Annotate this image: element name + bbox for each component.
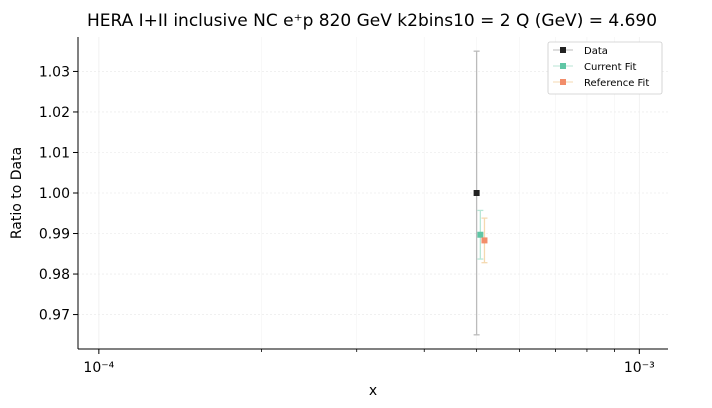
x-tick-label: 10⁻³ <box>624 360 655 376</box>
y-tick-label: 1.01 <box>39 145 70 161</box>
y-tick-label: 0.99 <box>39 227 70 243</box>
legend-marker <box>560 47 566 53</box>
legend-marker <box>560 79 566 85</box>
legend-marker <box>560 63 566 69</box>
legend-box <box>547 41 663 95</box>
x-tick-label: 10⁻⁴ <box>83 360 114 376</box>
x-axis-label: x <box>369 383 377 399</box>
chart-title: HERA I+II inclusive NC e⁺p 820 GeV k2bin… <box>87 11 657 31</box>
data-point <box>481 237 488 244</box>
legend-label: Data <box>584 46 608 57</box>
y-axis-label: Ratio to Data <box>9 147 25 239</box>
legend-label: Reference Fit <box>584 78 649 89</box>
plot-area <box>473 50 488 336</box>
y-tick-label: 1.02 <box>39 105 70 121</box>
y-tick-label: 0.97 <box>39 308 70 324</box>
y-tick-label: 1.00 <box>39 186 70 202</box>
y-tick-label: 1.03 <box>39 64 70 80</box>
legend-label: Current Fit <box>584 62 637 73</box>
legend: Data Current Fit Reference Fit <box>547 41 663 95</box>
data-point <box>477 231 484 238</box>
y-ticks: 0.97 0.98 0.99 1.00 1.01 1.02 1.03 <box>39 64 78 324</box>
x-ticks: 10⁻⁴ 10⁻³ <box>83 349 655 376</box>
y-tick-label: 0.98 <box>39 267 70 283</box>
data-point <box>473 190 480 196</box>
